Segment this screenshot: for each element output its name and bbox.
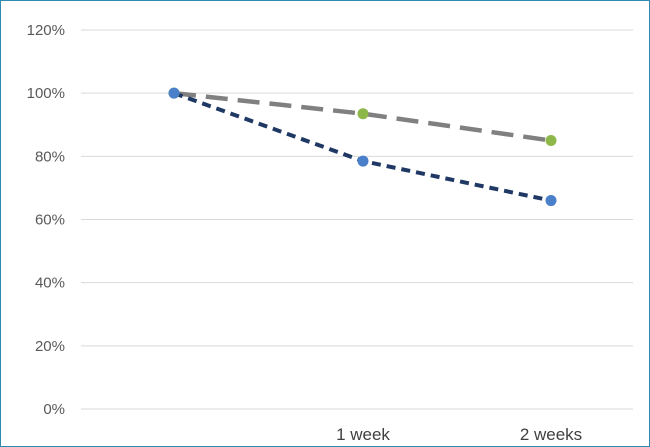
y-axis-tick-labels: 0% 20% 40% 60% 80% 100% 120% bbox=[27, 22, 65, 418]
y-tick-label: 20% bbox=[35, 338, 65, 355]
y-tick-label: 60% bbox=[35, 212, 65, 229]
y-tick-label: 120% bbox=[27, 22, 65, 39]
series-1-point bbox=[545, 135, 557, 147]
series-2-point bbox=[168, 87, 180, 99]
x-category-label: 2 weeks bbox=[520, 425, 582, 444]
series-2-point bbox=[545, 195, 557, 207]
series-1-point bbox=[357, 108, 369, 120]
x-axis-category-labels: 1 week 2 weeks bbox=[336, 425, 582, 444]
series-2-point bbox=[357, 155, 369, 167]
y-tick-label: 100% bbox=[27, 85, 65, 102]
series-markers bbox=[168, 87, 557, 207]
x-category-label: 1 week bbox=[336, 425, 390, 444]
gridlines bbox=[81, 29, 633, 410]
y-tick-label: 80% bbox=[35, 148, 65, 165]
y-tick-label: 40% bbox=[35, 275, 65, 292]
y-tick-label: 0% bbox=[43, 401, 65, 418]
